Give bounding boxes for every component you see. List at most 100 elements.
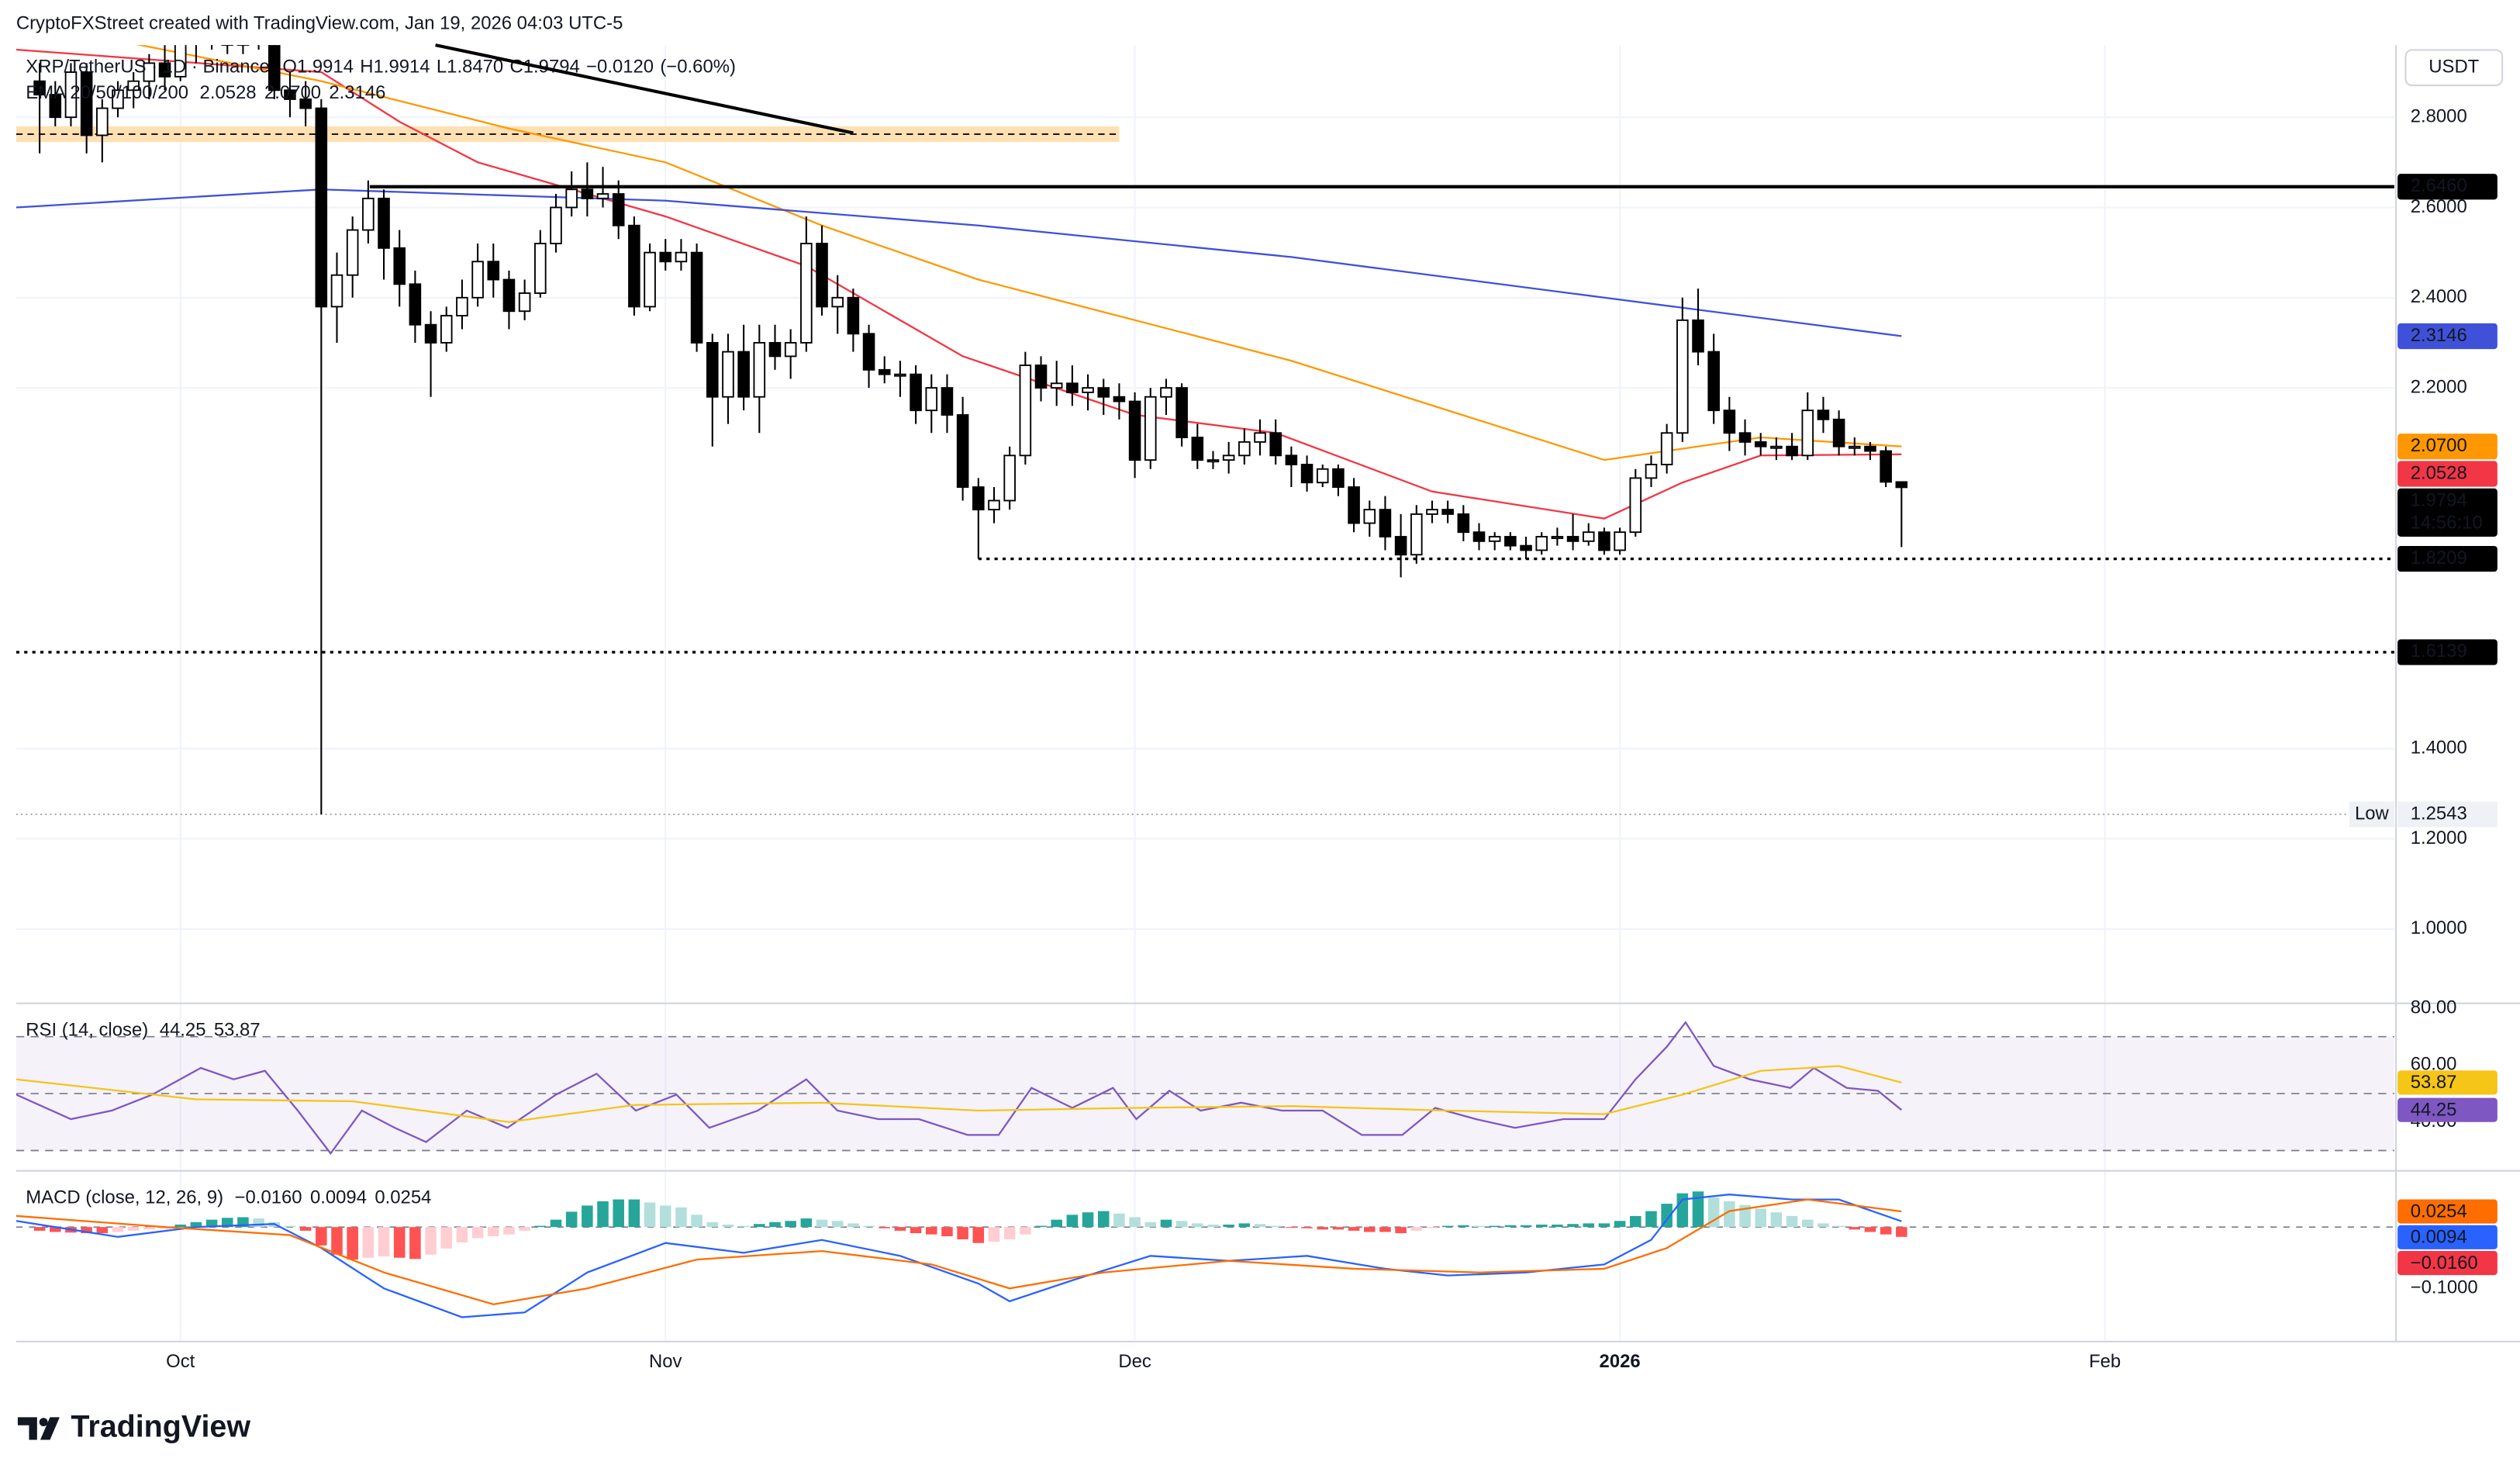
overlay: 2.80002.60002.40002.20001.40001.20001.00… [26, 57, 2498, 1372]
macd-histogram-bar [347, 1227, 358, 1260]
readout-label: L [437, 57, 447, 78]
candle-body [1535, 536, 1548, 551]
candle-body [1676, 319, 1689, 434]
currency[interactable]: USDT [2429, 57, 2479, 78]
candle-body [487, 261, 500, 281]
macd-plot [16, 1191, 2394, 1318]
macd-histogram-bar [81, 1227, 92, 1234]
price-badge-label: 0.0254 [2411, 1201, 2467, 1221]
candle-body [424, 323, 437, 344]
macd-histogram-bar [1724, 1201, 1735, 1228]
price-plot [16, 45, 2394, 815]
macd-histogram-bar [96, 1227, 109, 1234]
price-badge [2397, 434, 2498, 460]
macd-histogram-bar [519, 1227, 530, 1231]
macd-histogram-bar [1238, 1223, 1251, 1228]
macd-histogram-bar [205, 1219, 218, 1228]
change: −0.0120 [586, 57, 654, 78]
macd-histogram-bar [1520, 1225, 1532, 1228]
candle-body [64, 71, 78, 119]
price-badge-label: 1.8209 [2411, 548, 2467, 568]
macd-histogram-bar [378, 1227, 390, 1257]
candle-body [1801, 409, 1814, 457]
macd-histogram-bar [941, 1227, 953, 1237]
macd-histogram-bar [1269, 1225, 1282, 1228]
candle-body [1629, 477, 1642, 534]
candle-body [706, 342, 719, 398]
candle-body [378, 197, 390, 249]
macd-histogram-bar [863, 1225, 875, 1228]
macd-value: 0.0254 [375, 1187, 431, 1208]
candle-body [972, 486, 985, 511]
macd-histogram-bar [972, 1227, 985, 1243]
candle-body [1254, 432, 1266, 443]
price-badge-label: 2.0700 [2411, 435, 2467, 456]
candle-body [1269, 432, 1282, 457]
candle-body [456, 296, 468, 316]
macd-histogram-bar [1066, 1215, 1079, 1228]
macd-histogram-bar [316, 1227, 327, 1246]
macd-histogram-bar [174, 1224, 186, 1228]
candle-body [1817, 409, 1830, 420]
brand-logo [17, 1417, 60, 1440]
candle-body [722, 351, 734, 398]
candle-body [1880, 450, 1892, 483]
candle-body [988, 499, 1000, 511]
price-badge [2397, 488, 2498, 537]
x-tick-label: Nov [649, 1351, 682, 1372]
macd-histogram-bar [190, 1221, 202, 1228]
macd-histogram-bar [1348, 1227, 1360, 1231]
macd-histogram-bar [159, 1227, 171, 1229]
low-tag-label: Low [2355, 803, 2390, 824]
ema-label: EMA 20/50/100/200 [26, 82, 188, 103]
macd-histogram-bar [1818, 1223, 1829, 1228]
macd-histogram-bar [1379, 1227, 1391, 1232]
candle-body [1864, 445, 1876, 452]
candle-body [1050, 382, 1063, 389]
macd-histogram-bar [769, 1221, 781, 1228]
macd-histogram-bar [691, 1215, 702, 1228]
macd-histogram-bar [440, 1227, 453, 1249]
candle-body [1472, 531, 1486, 542]
macd-histogram-bar [1113, 1213, 1125, 1228]
candle-body [33, 80, 46, 96]
macd-histogram-bar [1614, 1221, 1626, 1228]
macd-histogram-bar [425, 1227, 437, 1255]
macd-histogram-bar [1786, 1215, 1798, 1228]
candle-body [1566, 536, 1579, 542]
candle-body [925, 387, 938, 412]
readout-value: 1.8470 [447, 57, 503, 78]
y-tick-label: 1.4000 [2411, 738, 2467, 758]
candle-body [518, 292, 531, 313]
macd-histogram-bar [362, 1227, 375, 1258]
y-tick-label: 2.2000 [2411, 376, 2467, 397]
candle-body [1738, 432, 1752, 443]
macd-histogram-bar [1645, 1211, 1657, 1228]
candle-body [644, 251, 656, 308]
macd-histogram-bar [800, 1218, 813, 1228]
candle-body [894, 373, 906, 377]
candle-body [502, 278, 516, 313]
macd-histogram-bar [628, 1199, 640, 1228]
candle-body [659, 251, 672, 263]
candle-body [534, 243, 547, 294]
rsi-value: 53.87 [214, 1019, 261, 1040]
candle-body [1723, 409, 1736, 434]
currency-box[interactable] [2404, 49, 2504, 87]
candle-body [471, 261, 484, 299]
macd-histogram-bar [1020, 1227, 1031, 1235]
candle-body [862, 333, 875, 371]
candle-body [330, 274, 343, 308]
macd-line [16, 1194, 1902, 1318]
macd-title: MACD (close, 12, 26, 9) [26, 1187, 223, 1208]
macd-histogram-bar [737, 1225, 750, 1228]
candle-body [346, 229, 359, 276]
price-badge [2397, 1199, 2498, 1224]
candle-body [1175, 387, 1188, 439]
candle-body [753, 342, 766, 398]
candle-body [581, 188, 594, 199]
candle-body [1770, 445, 1783, 449]
candle-body [1551, 536, 1564, 540]
macd-histogram-bar [659, 1205, 671, 1228]
macd-histogram-bar [1661, 1204, 1673, 1228]
